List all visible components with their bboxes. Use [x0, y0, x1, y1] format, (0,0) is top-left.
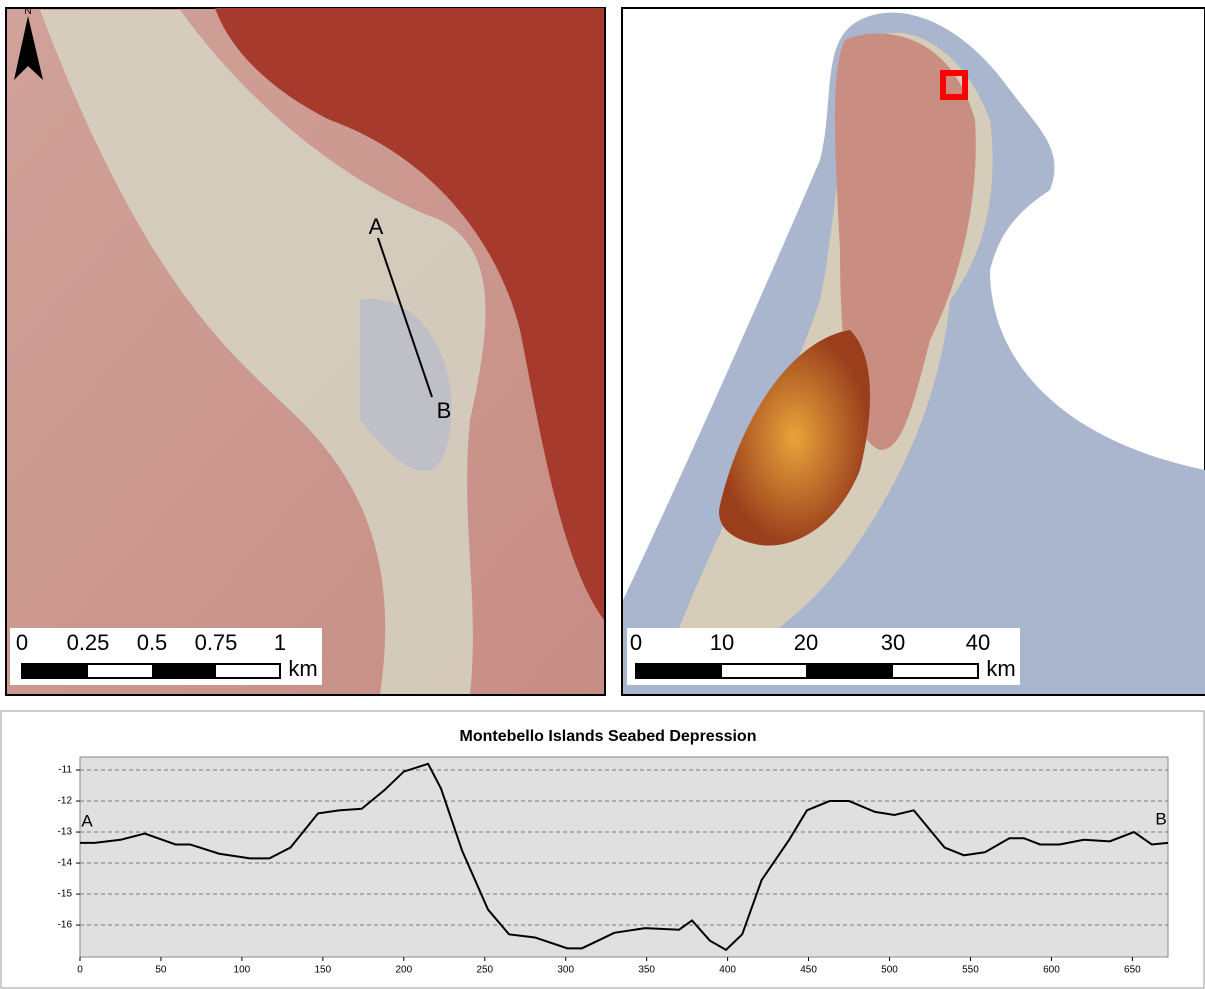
x-tick-label: 50	[155, 965, 167, 976]
x-tick-label: 200	[395, 965, 412, 976]
point-label: B	[437, 398, 452, 423]
scale-segment	[636, 664, 722, 678]
pale-band	[40, 10, 486, 694]
right-map: 0 10 20 30 40 km	[621, 7, 1205, 696]
barrow-island	[719, 330, 870, 546]
x-tick-label: 350	[638, 965, 655, 976]
profile-line	[377, 237, 433, 398]
scale-label: 10	[710, 630, 734, 655]
y-tick-label: -16	[58, 920, 73, 931]
depression	[360, 299, 452, 472]
scale-segment	[152, 664, 216, 678]
scale-label: 30	[881, 630, 905, 655]
x-tick-label: 650	[1124, 965, 1141, 976]
scale-label: 0.5	[137, 630, 168, 655]
x-tick-label: 500	[881, 965, 898, 976]
scale-label: 20	[794, 630, 818, 655]
inset-marker	[940, 70, 968, 100]
x-tick-label: 100	[234, 965, 251, 976]
y-tick-label: -12	[58, 796, 73, 807]
scale-label: 0.25	[67, 630, 110, 655]
x-tick-label: 450	[800, 965, 817, 976]
islands	[835, 33, 976, 450]
scale-label: 1	[274, 630, 286, 655]
annotation: B	[1155, 809, 1166, 828]
y-tick-label: -14	[58, 858, 73, 869]
left-map: N A B 0 0.25 0.5 0.75 1 km	[5, 6, 606, 696]
y-tick-label: -15	[58, 889, 73, 900]
point-label: A	[369, 214, 384, 239]
x-tick-label: 0	[77, 965, 83, 976]
x-tick-label: 400	[719, 965, 736, 976]
deep-water	[215, 8, 604, 620]
profile-line	[80, 762, 1169, 952]
scale-label: 40	[966, 630, 990, 655]
north-label: N	[24, 6, 31, 17]
scale-segment	[806, 664, 893, 678]
x-tick-label: 250	[476, 965, 493, 976]
scale-label: 0	[16, 630, 28, 655]
chart-title: Montebello Islands Seabed Depression	[460, 728, 757, 745]
scale-unit: km	[288, 656, 317, 681]
x-tick-label: 150	[315, 965, 332, 976]
scale-segment	[22, 664, 88, 678]
scale-label: 0	[630, 630, 642, 655]
scale-label: 0.75	[195, 630, 238, 655]
plot-area	[79, 756, 1169, 958]
x-tick-label: 550	[962, 965, 979, 976]
north-arrow	[14, 16, 43, 80]
x-tick-label: 300	[557, 965, 574, 976]
y-tick-label: -13	[58, 827, 73, 838]
y-tick-label: -11	[58, 765, 72, 776]
x-tick-label: 600	[1043, 965, 1060, 976]
annotation: A	[81, 811, 93, 830]
scale-unit: km	[986, 656, 1015, 681]
